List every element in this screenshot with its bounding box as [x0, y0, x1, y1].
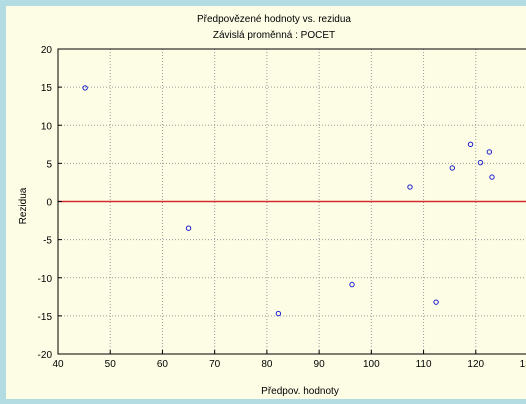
x-tick-label: 120: [467, 359, 484, 370]
data-point: [82, 85, 88, 91]
data-point: [407, 184, 413, 190]
data-point: [477, 159, 484, 166]
x-tick-label: 50: [105, 359, 117, 370]
y-tick-label: -20: [38, 350, 53, 361]
residual-scatter-chart: Předpovězené hodnoty vs. rezidua Závislá…: [18, 14, 526, 397]
x-tick-label: 80: [261, 359, 273, 370]
data-points: [82, 85, 495, 317]
data-point: [349, 281, 355, 288]
y-axis-label: Rezidua: [18, 187, 29, 224]
y-tick-label: 0: [46, 198, 52, 209]
chart-title: Předpovězené hodnoty vs. rezidua: [197, 14, 351, 25]
data-point: [185, 225, 192, 231]
data-point: [467, 141, 474, 148]
data-point: [449, 165, 455, 171]
data-point: [433, 299, 439, 305]
chart-subtitle: Závislá proměnná : POCET: [213, 30, 335, 41]
x-axis-label: Předpov. hodnoty: [261, 386, 339, 397]
axis-ticks: 40506070809010011012013020151050-5-10-15…: [38, 45, 526, 370]
x-tick-label: 110: [416, 359, 432, 370]
x-tick-label: 130: [520, 359, 526, 370]
y-tick-label: -10: [38, 274, 53, 285]
y-tick-label: -5: [43, 236, 52, 247]
y-tick-label: -15: [38, 312, 53, 323]
x-tick-label: 40: [52, 359, 64, 370]
x-tick-label: 70: [209, 359, 221, 370]
data-point: [275, 310, 282, 317]
data-point: [486, 149, 493, 155]
chart-frame: Předpovězené hodnoty vs. rezidua Závislá…: [6, 6, 526, 399]
x-tick-label: 100: [363, 359, 380, 370]
y-tick-label: 15: [41, 83, 53, 94]
y-tick-label: 10: [41, 121, 53, 132]
y-tick-label: 20: [41, 45, 53, 56]
data-point: [489, 174, 495, 180]
y-tick-label: 5: [46, 159, 52, 170]
x-tick-label: 60: [157, 359, 169, 370]
x-tick-label: 90: [314, 359, 326, 370]
